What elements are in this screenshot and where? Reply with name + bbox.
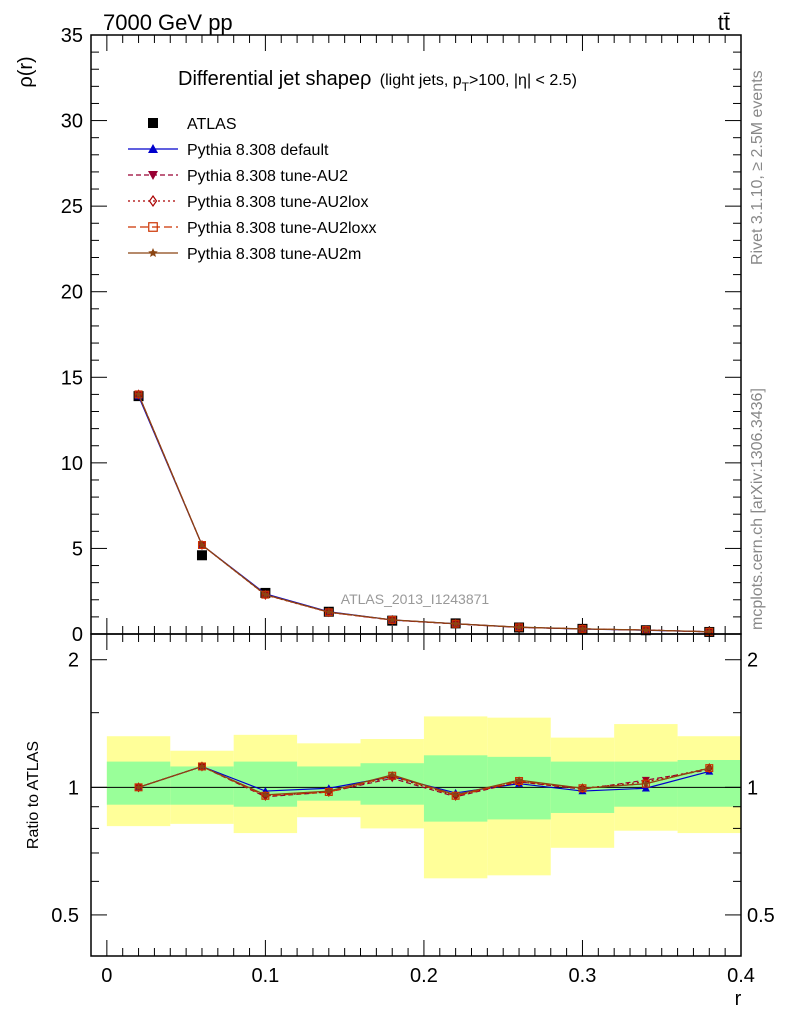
data-marker bbox=[515, 776, 523, 784]
ratio-y-tick-label-right: 0.5 bbox=[747, 905, 775, 927]
ratio-y-tick-label: 2 bbox=[68, 650, 79, 672]
legend-label: Pythia 8.308 tune-AU2 bbox=[187, 168, 348, 185]
data-marker bbox=[134, 783, 143, 791]
data-marker bbox=[134, 390, 143, 398]
data-marker bbox=[705, 627, 714, 636]
x-tick-label: 0.4 bbox=[727, 965, 755, 987]
data-marker bbox=[148, 171, 158, 180]
y-tick-label: 5 bbox=[72, 538, 83, 560]
legend-label: Pythia 8.308 default bbox=[187, 142, 329, 159]
data-marker bbox=[325, 787, 333, 795]
data-marker bbox=[261, 790, 270, 799]
x-axis-title: r bbox=[735, 988, 742, 1010]
ratio-frame bbox=[90, 633, 742, 957]
x-tick-label: 0.3 bbox=[569, 965, 597, 987]
ratio-y-tick-label-right: 2 bbox=[747, 650, 758, 672]
ratio-y-tick-label: 0.5 bbox=[51, 905, 79, 927]
data-marker bbox=[148, 194, 158, 208]
y-tick-label: 25 bbox=[61, 196, 83, 218]
analysis-label: ATLAS_2013_I1243871 bbox=[341, 591, 490, 607]
data-marker bbox=[451, 619, 460, 627]
y-tick-label: 35 bbox=[61, 25, 83, 47]
chart-title: Differential jet shapeρ (light jets, pT>… bbox=[178, 68, 577, 94]
chart-title-main: Differential jet shapeρ bbox=[178, 68, 371, 90]
data-marker bbox=[705, 764, 714, 772]
chart-title-sub: T bbox=[462, 80, 470, 94]
uncertainty-band-inner bbox=[487, 756, 551, 820]
data-marker bbox=[198, 762, 206, 770]
data-marker bbox=[196, 550, 207, 561]
ratio-y-tick-label: 1 bbox=[68, 777, 79, 799]
legend-label: ATLAS bbox=[187, 116, 237, 133]
x-tick-label: 0.2 bbox=[410, 965, 438, 987]
data-marker bbox=[641, 784, 650, 792]
y-tick-label: 20 bbox=[61, 282, 83, 304]
y-tick-label: 15 bbox=[61, 367, 83, 389]
data-marker bbox=[148, 248, 158, 258]
ratio-y-tick-label-right: 1 bbox=[747, 777, 758, 799]
ratio-series-line bbox=[138, 765, 710, 796]
data-marker bbox=[148, 144, 158, 153]
legend-label: Pythia 8.308 tune-AU2m bbox=[187, 246, 361, 263]
data-marker bbox=[388, 615, 397, 624]
data-marker bbox=[642, 779, 650, 787]
legend-label: Pythia 8.308 tune-AU2loxx bbox=[187, 220, 376, 237]
data-marker bbox=[325, 608, 333, 616]
ratio-y-axis-title: Ratio to ATLAS bbox=[25, 741, 42, 849]
uncertainty-band-inner bbox=[360, 763, 424, 805]
data-marker bbox=[261, 590, 270, 598]
legend-label: Pythia 8.308 tune-AU2lox bbox=[187, 194, 368, 211]
x-tick-label: 0.1 bbox=[251, 965, 279, 987]
legend: ATLAS Pythia 8.308 default Pythia 8.308 tu… bbox=[128, 116, 376, 263]
series-line bbox=[138, 394, 710, 633]
data-marker bbox=[148, 118, 158, 128]
y-tick-label: 10 bbox=[61, 453, 83, 475]
data-marker bbox=[578, 624, 587, 633]
data-marker bbox=[578, 784, 587, 792]
data-marker bbox=[198, 541, 206, 549]
main-y-axis-title: ρ(r) bbox=[15, 56, 37, 87]
final-state-label: tt̄ bbox=[718, 10, 730, 35]
mcplots-label: mcplots.cern.ch [arXiv:1306.3436] bbox=[749, 388, 766, 630]
ratio-panel: 0 0.1 0.2 0.3 0.4 0.5 0.5 1 1 2 2 bbox=[51, 633, 775, 987]
data-marker bbox=[451, 790, 460, 799]
y-tick-label: 30 bbox=[61, 111, 83, 133]
x-tick-label: 0 bbox=[101, 965, 112, 987]
main-panel: 0 5 10 15 20 25 30 35 bbox=[61, 25, 742, 646]
chart-title-detail: (light jets, p bbox=[380, 72, 462, 89]
data-marker bbox=[148, 222, 158, 232]
y-tick-label: 0 bbox=[72, 624, 83, 646]
data-marker bbox=[515, 623, 523, 631]
uncertainty-band-inner bbox=[170, 766, 234, 805]
process-label: 7000 GeV pp bbox=[103, 10, 233, 35]
chart-title-tail: >100, |η| < 2.5) bbox=[469, 72, 577, 89]
data-marker bbox=[388, 770, 397, 779]
ratio-series-line bbox=[138, 765, 710, 798]
data-marker bbox=[642, 626, 650, 634]
rivet-label: Rivet 3.1.10, ≥ 2.5M events bbox=[749, 70, 766, 265]
